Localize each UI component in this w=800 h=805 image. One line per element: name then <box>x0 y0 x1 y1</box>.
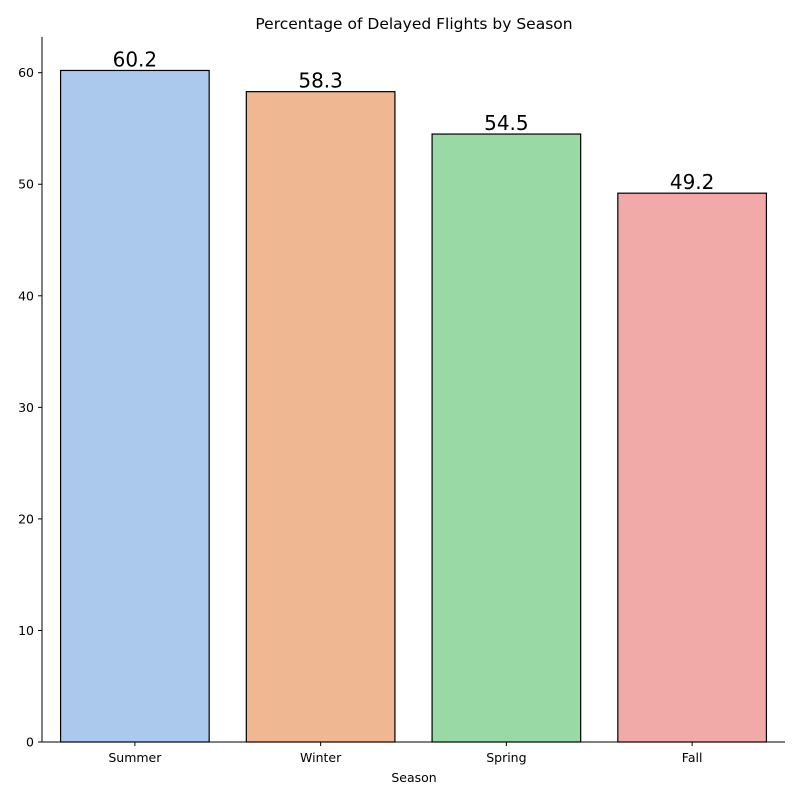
chart-title: Percentage of Delayed Flights by Season <box>255 15 572 33</box>
x-tick-label: Summer <box>108 750 162 765</box>
y-axis-ticks: 0 10 20 30 40 50 60 <box>18 65 42 750</box>
y-tick-label: 0 <box>26 735 34 750</box>
x-tick-label: Winter <box>300 750 342 765</box>
y-tick-label: 30 <box>18 400 34 415</box>
y-tick-label: 40 <box>18 288 34 303</box>
x-tick-label: Spring <box>486 750 526 765</box>
bars-group: 60.2 58.3 54.5 49.2 <box>59 47 768 743</box>
y-tick-label: 50 <box>18 177 34 192</box>
x-axis-ticks: Summer Winter Spring Fall <box>108 742 702 765</box>
bar-spring <box>431 133 582 743</box>
y-tick-label: 60 <box>18 65 34 80</box>
data-label-winter: 58.3 <box>298 69 343 93</box>
y-tick-label: 20 <box>18 511 34 526</box>
x-tick-label: Fall <box>682 750 703 765</box>
bar-winter <box>245 91 396 743</box>
y-tick-label: 10 <box>18 623 34 638</box>
bar-fall <box>617 192 768 743</box>
bar-summer <box>59 69 210 743</box>
data-label-fall: 49.2 <box>670 170 715 194</box>
x-axis-label: Season <box>391 770 436 785</box>
data-label-spring: 54.5 <box>484 111 529 135</box>
data-label-summer: 60.2 <box>113 47 158 71</box>
